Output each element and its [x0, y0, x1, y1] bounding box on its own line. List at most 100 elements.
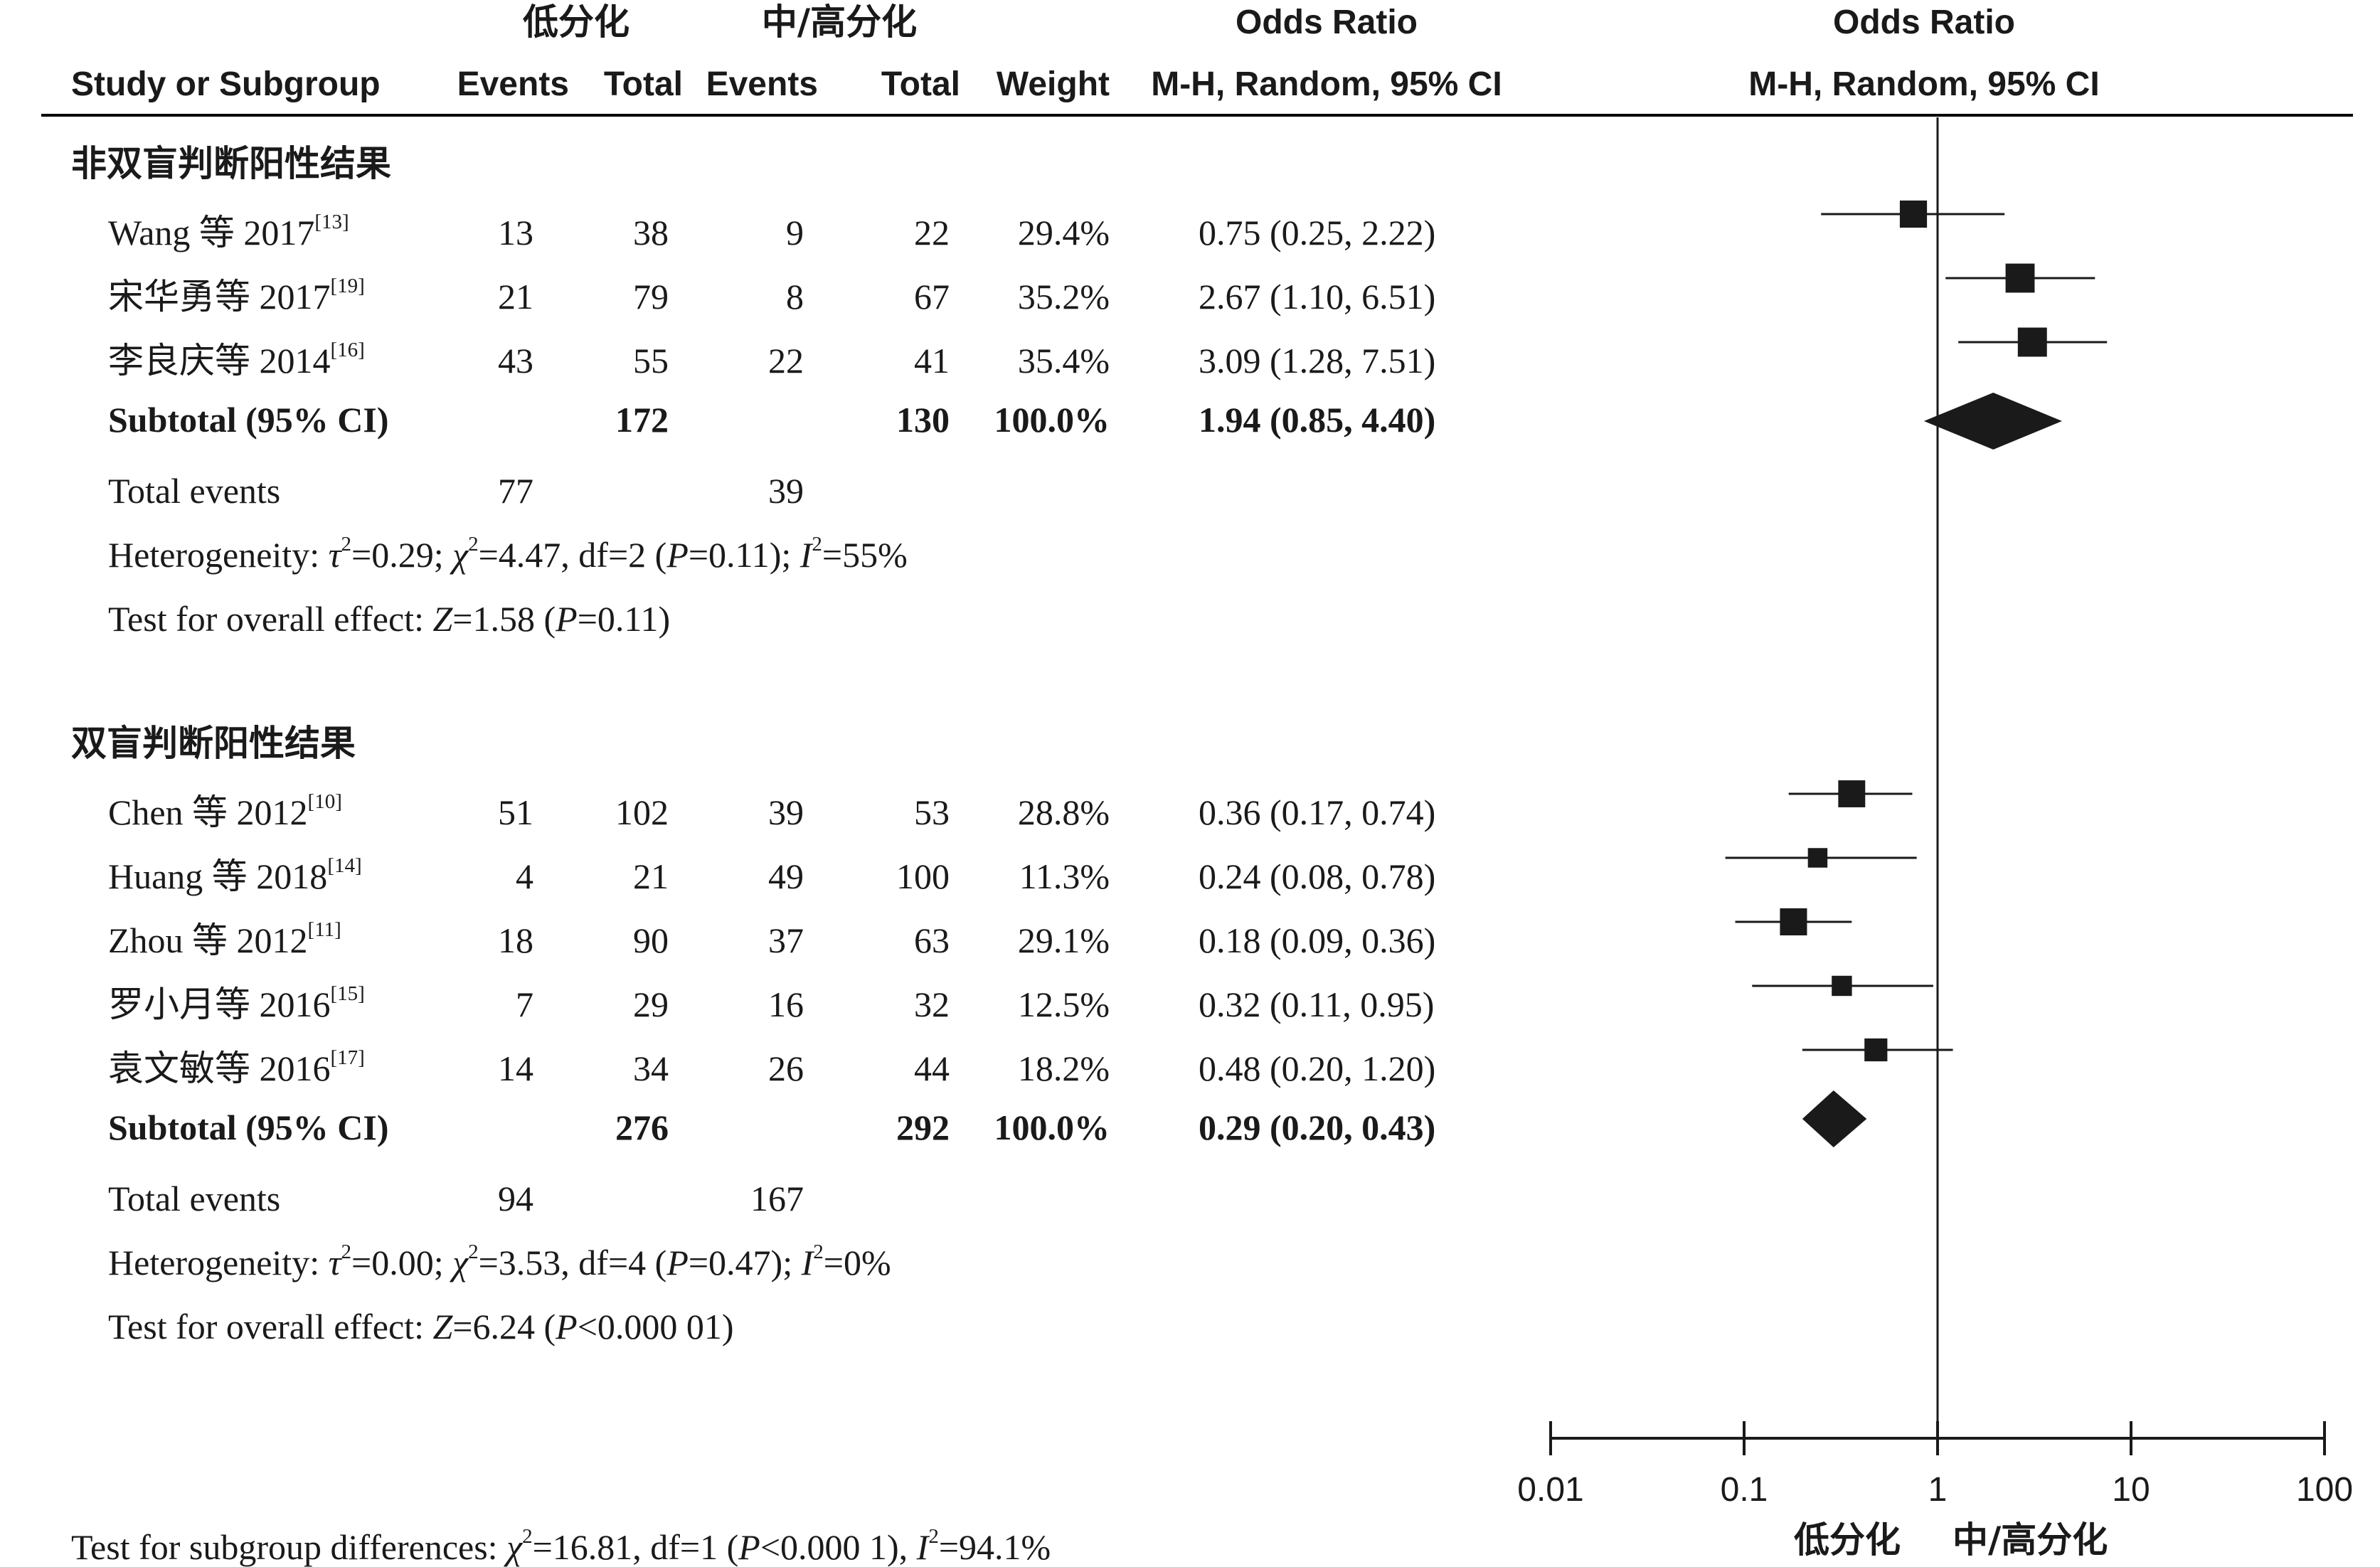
subtotal-label: Subtotal (95% CI)	[108, 1107, 389, 1147]
group-header-experimental: 低分化	[523, 1, 629, 43]
total-events-control: 167	[750, 1179, 804, 1218]
study-name: Huang 等 2018[14]	[108, 854, 362, 896]
total-events-label: Total events	[108, 1179, 281, 1218]
total-control: 41	[914, 341, 950, 381]
study-name: Chen 等 2012[10]	[108, 790, 342, 832]
events-experimental: 14	[498, 1048, 533, 1088]
subgroup-differences-line: Test for subgroup differences: χ2=16.81,…	[71, 1525, 1051, 1567]
x-axis-tick-label: 100	[2296, 1471, 2353, 1509]
overall-effect-line: Test for overall effect: Z=1.58 (P=0.11)	[108, 599, 671, 639]
weight-value: 12.5%	[1017, 984, 1110, 1024]
study-ref: [10]	[307, 790, 342, 813]
study-name: 宋华勇等 2017[19]	[108, 275, 365, 317]
total-events-control: 39	[768, 471, 804, 511]
study-ref: [19]	[330, 275, 365, 297]
subtotal-weight: 100.0%	[994, 400, 1110, 440]
odds-ratio-title: Odds Ratio	[1235, 4, 1418, 41]
total-experimental: 38	[633, 213, 669, 253]
study-ref: [16]	[330, 339, 365, 361]
or-ci-value: 2.67 (1.10, 6.51)	[1199, 277, 1436, 317]
subtotal-diamond	[1802, 1090, 1867, 1147]
group-header-control: 中/高分化	[761, 1, 918, 43]
total-experimental: 29	[633, 984, 669, 1024]
events-control: 16	[768, 984, 804, 1024]
subtotal-total-experimental: 276	[615, 1107, 669, 1147]
total-control: 53	[914, 792, 950, 832]
favours-right-label: 中/高分化	[1953, 1519, 2108, 1561]
subtotal-ci: 1.94 (0.85, 4.40)	[1199, 400, 1436, 440]
total-events-label: Total events	[108, 471, 281, 511]
total-experimental: 55	[633, 341, 669, 381]
total-control: 100	[896, 856, 950, 896]
events-control: 37	[768, 920, 804, 960]
study-point-marker	[2005, 263, 2035, 293]
study-ref: [13]	[314, 211, 349, 233]
x-axis-tick-label: 0.1	[1721, 1471, 1768, 1509]
subgroup-title: 非双盲判断阳性结果	[71, 143, 391, 184]
subgroup-title: 双盲判断阳性结果	[71, 723, 356, 764]
total-control: 22	[914, 213, 950, 253]
total-experimental: 90	[633, 920, 669, 960]
study-name: Wang 等 2017[13]	[108, 211, 349, 253]
total-experimental: 34	[633, 1048, 669, 1088]
weight-value: 35.2%	[1017, 277, 1110, 317]
events-experimental: 13	[498, 213, 533, 253]
weight-value: 28.8%	[1017, 792, 1110, 832]
study-ref: [14]	[327, 854, 362, 877]
events-control: 26	[768, 1048, 804, 1088]
subtotal-ci: 0.29 (0.20, 0.43)	[1199, 1107, 1436, 1147]
total-events-experimental: 77	[498, 471, 533, 511]
subtotal-total-control: 130	[896, 400, 950, 440]
plot-title: Odds Ratio	[1832, 4, 2015, 41]
events-experimental: 18	[498, 920, 533, 960]
x-axis-tick-label: 10	[2112, 1471, 2150, 1509]
or-ci-value: 0.32 (0.11, 0.95)	[1199, 984, 1435, 1024]
total-control: 44	[914, 1048, 950, 1088]
header-total-control: Total	[881, 65, 960, 103]
events-experimental: 43	[498, 341, 533, 381]
events-control: 49	[768, 856, 804, 896]
events-experimental: 21	[498, 277, 533, 317]
total-control: 32	[914, 984, 950, 1024]
study-name: 罗小月等 2016[15]	[108, 982, 365, 1024]
events-control: 9	[786, 213, 804, 253]
study-ref: [11]	[307, 918, 341, 941]
header-weight: Weight	[996, 65, 1110, 103]
or-ci-value: 0.36 (0.17, 0.74)	[1199, 792, 1436, 832]
subtotal-diamond	[1923, 393, 2063, 450]
events-control: 8	[786, 277, 804, 317]
header-events-experimental: Events	[457, 65, 569, 103]
header-or-method: M-H, Random, 95% CI	[1151, 65, 1502, 103]
header-total-experimental: Total	[603, 65, 683, 103]
or-ci-value: 0.24 (0.08, 0.78)	[1199, 856, 1436, 896]
events-control: 22	[768, 341, 804, 381]
weight-value: 29.4%	[1017, 213, 1110, 253]
or-ci-value: 0.18 (0.09, 0.36)	[1199, 920, 1436, 960]
events-experimental: 4	[516, 856, 533, 896]
subtotal-weight: 100.0%	[994, 1107, 1110, 1147]
subtotal-total-control: 292	[896, 1107, 950, 1147]
total-control: 67	[914, 277, 950, 317]
events-experimental: 51	[498, 792, 533, 832]
study-point-marker	[2017, 327, 2047, 357]
weight-value: 35.4%	[1017, 341, 1110, 381]
study-point-marker	[1780, 908, 1807, 936]
heterogeneity-line: Heterogeneity: τ2=0.00; χ2=3.53, df=4 (P…	[108, 1241, 891, 1282]
subtotal-label: Subtotal (95% CI)	[108, 400, 389, 440]
weight-value: 29.1%	[1017, 920, 1110, 960]
x-axis-tick-label: 0.01	[1517, 1471, 1583, 1509]
header-rule	[41, 114, 2353, 117]
events-experimental: 7	[516, 984, 533, 1024]
header-plot-method: M-H, Random, 95% CI	[1748, 65, 2100, 103]
study-point-marker	[1838, 780, 1866, 807]
total-control: 63	[914, 920, 950, 960]
overall-effect-line: Test for overall effect: Z=6.24 (P<0.000…	[108, 1307, 734, 1346]
study-point-marker	[1899, 200, 1928, 228]
header-study: Study or Subgroup	[71, 65, 381, 103]
weight-value: 11.3%	[1019, 856, 1110, 896]
study-ref: [15]	[330, 982, 365, 1005]
x-axis-tick-label: 1	[1928, 1471, 1948, 1509]
study-ref: [17]	[330, 1046, 365, 1069]
